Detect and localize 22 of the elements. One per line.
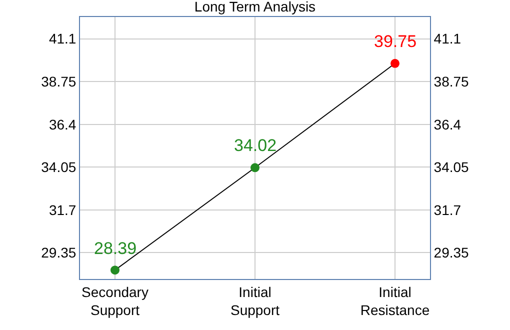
y-tick-label: 41.1 xyxy=(48,30,76,47)
y-tick-label: 36.4 xyxy=(48,116,76,132)
point xyxy=(110,266,120,275)
y-tick-label: 38.75 xyxy=(41,73,76,90)
data-label: 28.39 xyxy=(94,239,137,258)
data-label: 39.75 xyxy=(374,32,417,51)
point xyxy=(390,58,400,68)
x-tick-label: Initial Resistance xyxy=(360,284,430,318)
y-tick-label: 29.35 xyxy=(41,244,76,261)
y2-tick-label: 31.7 xyxy=(434,202,462,218)
y-tick-label: 31.7 xyxy=(48,202,76,218)
y2-tick-label: 36.4 xyxy=(434,116,462,132)
y2-tick-label: 38.75 xyxy=(434,73,470,90)
data-label: 34.02 xyxy=(234,136,277,155)
y2-tick-label: 41.1 xyxy=(434,30,462,47)
y-tick-label: 34.05 xyxy=(41,159,76,175)
y2-tick-label: 29.35 xyxy=(434,244,470,261)
chart-title: Long Term Analysis xyxy=(194,0,316,14)
y2-tick-label: 34.05 xyxy=(434,159,470,175)
x-tick-label: Secondary Support xyxy=(82,284,148,318)
point xyxy=(250,163,260,172)
x-tick-label: Initial Support xyxy=(230,284,280,318)
